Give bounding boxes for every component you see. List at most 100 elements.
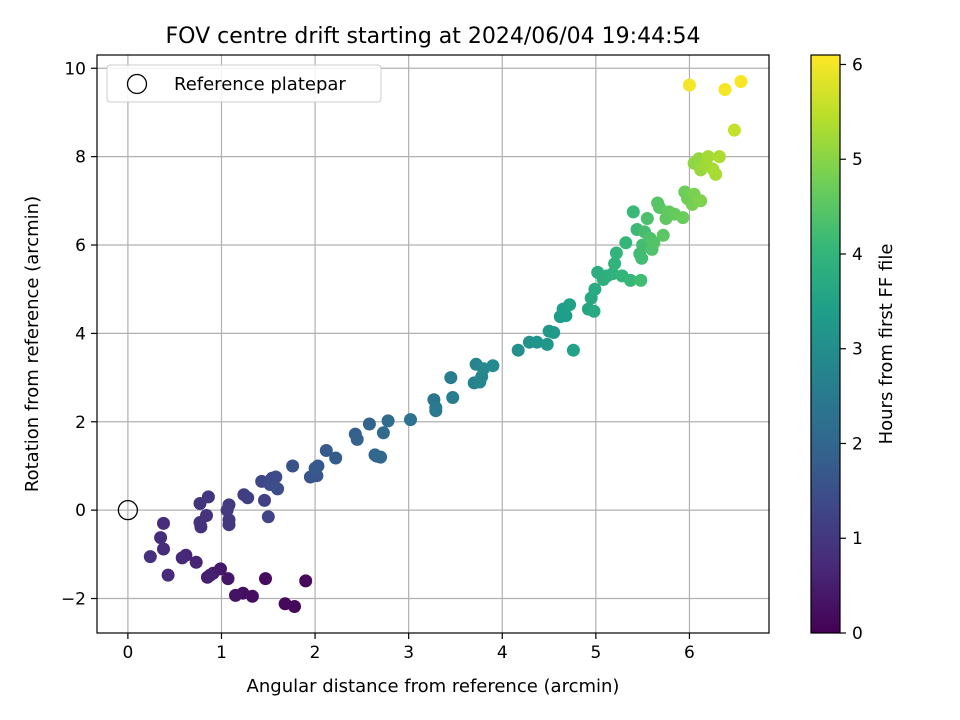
scatter-point (222, 513, 236, 527)
scatter-point (286, 459, 300, 473)
y-axis-ticks: −2 0 2 4 6 8 10 (61, 59, 97, 610)
x-axis-label: Angular distance from reference (arcmin) (247, 676, 620, 697)
reference-marker (117, 500, 139, 521)
scatter-point (376, 426, 390, 440)
colorbar-tick-label: 3 (852, 340, 863, 360)
scatter-point (635, 251, 649, 265)
scatter-point (203, 568, 217, 582)
scatter-point (329, 451, 343, 465)
scatter-point (201, 490, 215, 504)
scatter-point (161, 568, 175, 582)
plot-frame (96, 54, 770, 634)
scatter-point (701, 150, 715, 164)
scatter-point (404, 413, 417, 427)
scatter-point (727, 123, 741, 137)
scatter-point (656, 228, 670, 242)
scatter-point (241, 491, 255, 505)
scatter-point (682, 78, 696, 92)
scatter-point (559, 309, 573, 323)
y-tick-label: 0 (75, 501, 86, 521)
scatter-point (712, 150, 726, 164)
scatter-point (609, 246, 623, 260)
y-tick-label: −2 (61, 590, 86, 610)
scatter-point (444, 371, 458, 385)
colorbar-tick-label: 6 (852, 55, 863, 75)
x-tick-label: 1 (216, 643, 227, 663)
legend-marker-open-circle (126, 73, 148, 95)
colorbar-tick-label: 2 (852, 434, 863, 454)
scatter-point (200, 509, 213, 522)
scatter-point (563, 298, 577, 312)
legend-box (106, 64, 382, 103)
grid (97, 55, 769, 633)
legend-label: Reference platepar (174, 74, 346, 95)
scatter-point (587, 304, 601, 318)
x-tick-label: 2 (310, 643, 321, 663)
legend: Reference platepar (106, 64, 382, 103)
scatter-point (429, 401, 443, 415)
scatter-point (278, 597, 292, 611)
scatter-point (261, 510, 275, 524)
scatter-point (676, 211, 690, 225)
colorbar-tick-label: 0 (852, 624, 863, 644)
scatter-point (718, 83, 732, 96)
scatter-point (311, 459, 325, 473)
chart-title: FOV centre drift starting at 2024/06/04 … (166, 24, 701, 49)
scatter-point (175, 551, 189, 565)
y-tick-label: 10 (64, 59, 86, 79)
scatter-point (530, 335, 544, 349)
x-tick-label: 6 (684, 643, 695, 663)
scatter-point (154, 531, 168, 545)
scatter-point (619, 236, 633, 250)
scatter-point (374, 450, 388, 464)
scatter-point (694, 194, 708, 208)
scatter-point (350, 432, 364, 446)
x-tick-label: 3 (403, 643, 414, 663)
colorbar: 0 1 2 3 4 5 6 Hours from first FF file (810, 54, 897, 644)
scatter-point (271, 482, 285, 496)
scatter-point (259, 572, 272, 586)
scatter-point (486, 359, 500, 373)
x-axis-ticks: 0 1 2 3 4 5 6 (122, 633, 695, 663)
scatter-point (540, 337, 554, 351)
x-tick-label: 0 (122, 643, 133, 663)
scatter-point (547, 326, 561, 339)
scatter-point (157, 516, 170, 530)
y-tick-label: 2 (75, 413, 86, 433)
scatter-point (220, 503, 234, 517)
scatter-point (634, 273, 648, 287)
scatter-point (588, 282, 602, 296)
colorbar-tick-label: 5 (852, 150, 863, 170)
scatter-point (143, 550, 157, 564)
scatter-point (299, 574, 313, 588)
scatter-point (608, 257, 622, 271)
scatter-point (626, 205, 640, 219)
scatter-point (221, 572, 235, 586)
y-tick-label: 4 (75, 324, 86, 344)
y-axis-label: Rotation from reference (arcmin) (22, 196, 43, 492)
colorbar-ticks: 0 1 2 3 4 5 6 (840, 55, 863, 644)
x-tick-label: 5 (590, 643, 601, 663)
scatter-point (258, 493, 271, 507)
scatter-point (647, 236, 661, 250)
colorbar-frame (810, 54, 841, 634)
colorbar-tick-label: 1 (852, 529, 863, 549)
scatter-point (229, 588, 242, 602)
reference-platepar-marker (117, 500, 139, 521)
scatter-point (362, 417, 376, 431)
scatter-point (319, 444, 333, 457)
scatter-point (709, 167, 723, 181)
scatter-point (157, 542, 170, 556)
x-tick-label: 4 (497, 643, 508, 663)
scatter-point (566, 343, 580, 357)
colorbar-label: Hours from first FF file (876, 244, 897, 445)
scatter-point (189, 555, 203, 569)
scatter-point (511, 343, 525, 357)
scatter-point (640, 212, 654, 225)
scatter-point (381, 414, 395, 428)
scatter-point (734, 75, 748, 88)
scatter-point (446, 391, 460, 404)
y-tick-label: 6 (75, 236, 86, 256)
colorbar-gradient (811, 55, 840, 633)
